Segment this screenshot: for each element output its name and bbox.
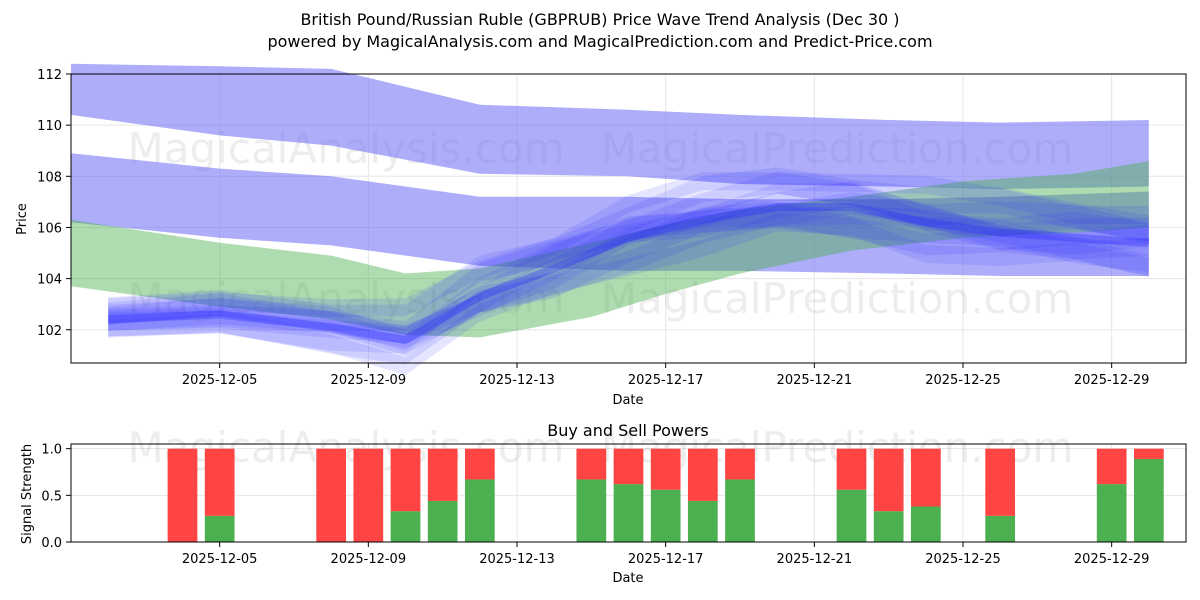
top-y-tick-label: 104 bbox=[37, 273, 62, 288]
buy-bar bbox=[650, 489, 681, 542]
top-x-tick-label: 2025-12-09 bbox=[331, 373, 407, 388]
bottom-x-ticks: 2025-12-05 2025-12-09 2025-12-13 2025-12-17… bbox=[182, 542, 1150, 567]
sell-bar bbox=[427, 448, 458, 501]
top-x-ticks: 2025-12-05 2025-12-09 2025-12-13 2025-12-17… bbox=[182, 363, 1150, 388]
sell-bar bbox=[650, 448, 681, 490]
buy-bar bbox=[725, 479, 755, 542]
buy-sell-plot: Buy and Sell Powers MagicalAnalysis.com … bbox=[20, 421, 1187, 586]
top-y-tick-label: 108 bbox=[37, 170, 62, 185]
bottom-x-tick-label: 2025-12-29 bbox=[1074, 552, 1150, 567]
buy-bar bbox=[1096, 484, 1127, 542]
middle-band-area bbox=[71, 153, 1149, 276]
buy-bar bbox=[910, 506, 941, 542]
top-x-tick-label: 2025-12-05 bbox=[182, 373, 258, 388]
top-plot-frame bbox=[70, 73, 1187, 364]
sell-bar bbox=[576, 448, 607, 480]
top-y-tick-label: 102 bbox=[37, 324, 62, 339]
bottom-x-tick-label: 2025-12-09 bbox=[331, 552, 407, 567]
price-wave-plot: MagicalAnalysis.com MagicalPrediction.co… bbox=[15, 63, 1187, 408]
buy-bar bbox=[204, 515, 235, 542]
wave-band bbox=[108, 206, 1149, 344]
buy-bar bbox=[390, 511, 421, 542]
upper-band-area bbox=[71, 63, 1149, 190]
buy-bar bbox=[985, 515, 1016, 542]
top-y-tick-label: 110 bbox=[37, 119, 62, 134]
top-y-tick-label: 112 bbox=[37, 68, 62, 83]
bottom-y-tick-label: 0.0 bbox=[41, 536, 62, 551]
sell-bar bbox=[1133, 448, 1164, 459]
bottom-x-tick-label: 2025-12-13 bbox=[479, 552, 555, 567]
watermark-left-lower: MagicalAnalysis.com bbox=[128, 274, 565, 323]
bottom-y-tick-label: 1.0 bbox=[41, 443, 62, 458]
sell-bar bbox=[353, 448, 384, 542]
top-x-tick-label: 2025-12-13 bbox=[479, 373, 555, 388]
sell-bar bbox=[316, 448, 347, 542]
bottom-y-ticks: 0.0 0.5 1.0 bbox=[41, 443, 71, 551]
sell-bar bbox=[725, 448, 755, 480]
bottom-x-tick-label: 2025-12-05 bbox=[182, 552, 258, 567]
sell-bar bbox=[613, 448, 644, 485]
sell-bar bbox=[687, 448, 718, 501]
wave-band bbox=[108, 167, 1149, 331]
top-x-tick-label: 2025-12-17 bbox=[628, 373, 704, 388]
sell-bar bbox=[204, 448, 235, 516]
buy-bar bbox=[836, 489, 867, 542]
bottom-x-tick-label: 2025-12-17 bbox=[628, 552, 704, 567]
sell-bar bbox=[985, 448, 1016, 516]
wave-band bbox=[108, 171, 1149, 344]
top-x-tick-label: 2025-12-25 bbox=[925, 373, 1001, 388]
top-x-tick-label: 2025-12-29 bbox=[1074, 373, 1150, 388]
top-y-axis-label: Price bbox=[15, 203, 30, 235]
sell-bar bbox=[1096, 448, 1127, 485]
figure-title: British Pound/Russian Ruble (GBPRUB) Pri… bbox=[300, 10, 899, 29]
bottom-x-axis-label: Date bbox=[612, 571, 643, 586]
wave-band bbox=[108, 172, 1149, 318]
wave-band bbox=[108, 201, 1149, 354]
top-x-axis-label: Date bbox=[612, 393, 643, 408]
buy-bar bbox=[1133, 458, 1164, 542]
sell-bar bbox=[910, 448, 941, 507]
bottom-y-axis-label: Signal Strength bbox=[20, 444, 35, 544]
buy-bar bbox=[613, 484, 644, 542]
bottom-plot-frame bbox=[70, 443, 1187, 543]
wave-mean-line bbox=[108, 203, 1150, 344]
top-bands bbox=[71, 63, 1149, 338]
wave-band bbox=[108, 192, 1149, 349]
bottom-y-tick-label: 0.5 bbox=[41, 489, 62, 504]
buy-bar bbox=[427, 500, 458, 542]
green-band-area bbox=[71, 161, 1149, 338]
sell-bar bbox=[836, 448, 867, 490]
bottom-x-tick-label: 2025-12-21 bbox=[777, 552, 853, 567]
sell-bar bbox=[873, 448, 904, 512]
watermark-right-lower: MagicalPrediction.com bbox=[601, 274, 1074, 323]
bottom-x-tick-label: 2025-12-25 bbox=[925, 552, 1001, 567]
buy-bar bbox=[464, 479, 495, 542]
buy-bar bbox=[576, 479, 607, 542]
top-y-ticks: 102 104 106 108 110 112 bbox=[37, 68, 71, 339]
figure-subtitle: powered by MagicalAnalysis.com and Magic… bbox=[267, 32, 932, 51]
top-waves bbox=[108, 167, 1150, 376]
sell-bar bbox=[464, 448, 495, 480]
bottom-bars bbox=[167, 448, 1164, 542]
bottom-chart-title: Buy and Sell Powers bbox=[547, 421, 709, 440]
wave-band bbox=[108, 203, 1149, 365]
sell-bar bbox=[167, 448, 198, 542]
top-y-tick-label: 106 bbox=[37, 221, 62, 236]
buy-bar bbox=[873, 511, 904, 542]
top-x-tick-label: 2025-12-21 bbox=[777, 373, 853, 388]
buy-bar bbox=[687, 500, 718, 542]
sell-bar bbox=[390, 448, 421, 512]
